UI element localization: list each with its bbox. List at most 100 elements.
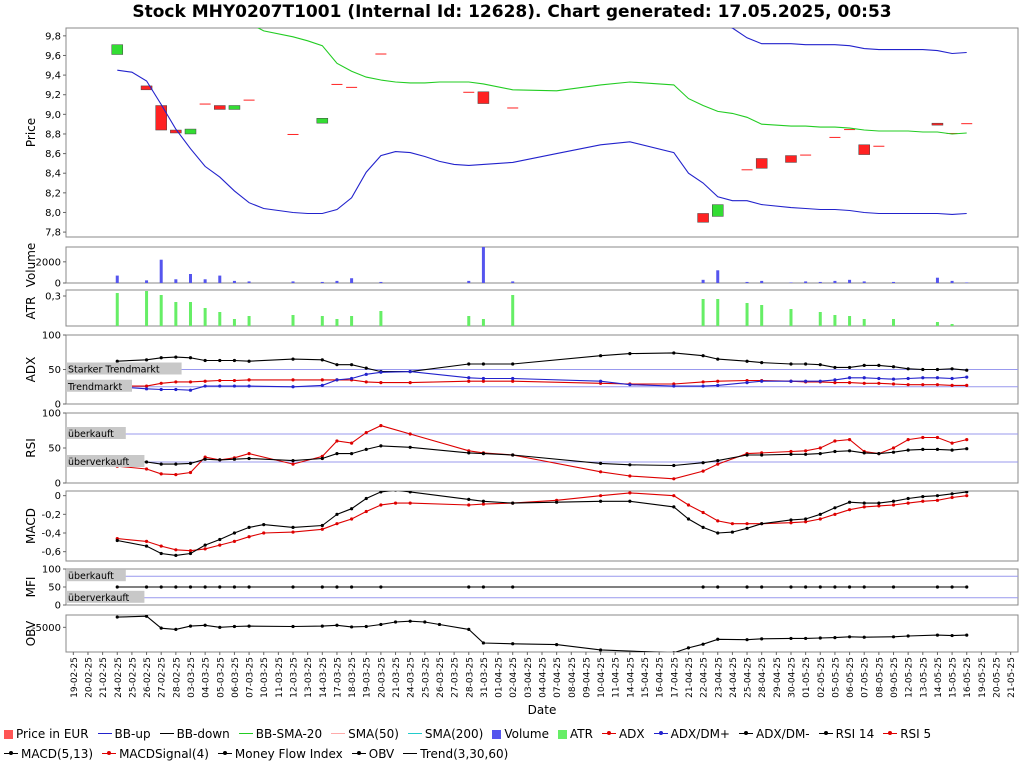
- x-tick-label: 13-03-25: [304, 657, 314, 698]
- bar-atr: [379, 311, 383, 326]
- x-tick-label: 14-03-25: [319, 657, 329, 698]
- legend-label: BB-SMA-20: [255, 727, 323, 741]
- series-point-adx-dm: [247, 359, 251, 363]
- series-point-macdsignal-4: [291, 530, 295, 534]
- bar-volume: [218, 275, 222, 283]
- series-point-macd-5-13: [188, 551, 193, 556]
- series-point-adx-dm: [203, 384, 207, 388]
- bar-volume: [760, 280, 764, 283]
- series-point-rsi-14: [379, 444, 383, 448]
- series-point-macdsignal-4: [672, 494, 676, 498]
- series-point-rsi-14: [218, 458, 222, 462]
- series-point-macdsignal-4: [262, 531, 266, 535]
- legend-label: RSI 14: [835, 727, 875, 741]
- bar-atr: [174, 302, 178, 326]
- bar-atr: [716, 299, 720, 326]
- series-line-bb-down: [730, 28, 967, 55]
- series-point-money-flow-index: [481, 585, 486, 589]
- legend-swatch: [407, 729, 422, 739]
- series-point-money-flow-index: [804, 585, 808, 589]
- bar-volume: [789, 282, 793, 283]
- series-point-adx: [467, 379, 471, 383]
- bar-volume: [115, 275, 119, 283]
- series-point-macd-5-13: [203, 543, 207, 547]
- series-point-obv: [686, 646, 691, 650]
- series-point-adx: [891, 382, 896, 386]
- series-point-money-flow-index: [174, 585, 178, 589]
- plot-area-mfi: [66, 575, 1018, 599]
- legend-swatch: [217, 749, 232, 759]
- series-point-rsi-14: [144, 460, 149, 464]
- x-tick-label: 16-04-25: [656, 657, 666, 698]
- plot-area-obv: [115, 615, 969, 652]
- series-point-money-flow-index: [467, 585, 471, 589]
- series-point-macd-5-13: [906, 496, 910, 501]
- x-axis-label: Date: [528, 703, 557, 717]
- series-point-rsi-14: [628, 463, 632, 467]
- y-axis-label-macd: MACD: [24, 508, 38, 544]
- legend-swatch: [403, 749, 418, 759]
- series-point-macdsignal-4: [804, 520, 808, 524]
- y-axis-label-price: Price: [24, 118, 38, 147]
- series-point-macd-5-13: [394, 491, 397, 492]
- series-point-macdsignal-4: [232, 539, 237, 544]
- series-point-adx-dm: [833, 378, 837, 382]
- series-point-macd-5-13: [144, 544, 149, 548]
- series-point-macdsignal-4: [935, 498, 940, 502]
- series-point-macd-5-13: [789, 518, 793, 522]
- bar-volume: [745, 281, 749, 283]
- y-tick-label-price: 7,8: [45, 228, 61, 239]
- series-point-money-flow-index: [159, 585, 163, 589]
- series-point-rsi-5: [144, 467, 149, 471]
- series-point-obv: [203, 623, 207, 627]
- bar-atr: [145, 291, 149, 326]
- series-point-obv: [393, 620, 398, 624]
- y-tick-label-adx: 50: [48, 365, 61, 376]
- series-point-macd-5-13: [877, 501, 881, 505]
- series-point-macd-5-13: [511, 501, 515, 505]
- series-point-adx-dm: [467, 376, 471, 380]
- series-point-adx-dm: [467, 362, 471, 366]
- x-tick-label: 05-05-25: [831, 657, 841, 698]
- series-point-money-flow-index: [350, 585, 354, 589]
- legend-item-bb-sma-20: BB-SMA-20: [238, 724, 323, 744]
- x-tick-label: 06-03-25: [231, 657, 241, 698]
- series-point-money-flow-index: [818, 585, 822, 589]
- series-point-money-flow-index: [144, 585, 149, 589]
- series-point-adx-dm: [935, 376, 940, 380]
- series-point-adx-dm: [144, 358, 149, 362]
- y-tick-label-price: 8,2: [45, 188, 61, 199]
- series-point-rsi-14: [760, 453, 764, 457]
- y-tick-label-macd: -0,6: [41, 547, 61, 558]
- price-candle: [712, 204, 724, 217]
- series-point-macdsignal-4: [891, 503, 896, 507]
- series-point-money-flow-index: [701, 585, 705, 589]
- chart-legend: Price in EUR BB-up BB-down BB-SMA-20 SMA(50)…: [4, 724, 1020, 764]
- series-point-obv: [760, 637, 764, 641]
- series-point-adx-dm: [804, 379, 808, 383]
- series-point-macdsignal-4: [335, 522, 339, 526]
- series-point-adx: [232, 378, 237, 383]
- bar-volume: [247, 281, 251, 283]
- series-point-macdsignal-4: [350, 517, 354, 521]
- series-point-obv: [291, 624, 295, 629]
- series-point-money-flow-index: [950, 585, 954, 589]
- reference-label: Trendmarkt: [67, 382, 122, 393]
- series-point-rsi-14: [862, 451, 866, 455]
- series-point-money-flow-index: [789, 585, 793, 589]
- x-tick-label: 02-04-25: [509, 657, 519, 698]
- series-point-money-flow-index: [247, 585, 251, 589]
- series-point-adx-dm: [716, 383, 720, 387]
- series-point-macd-5-13: [481, 499, 486, 503]
- x-tick-label: 30-04-25: [787, 657, 797, 698]
- series-point-macd-5-13: [555, 500, 559, 504]
- series-point-obv: [115, 615, 119, 619]
- series-point-adx: [716, 379, 720, 383]
- series-point-money-flow-index: [935, 585, 940, 589]
- series-point-macd-5-13: [760, 522, 764, 526]
- x-tick-label: 25-03-25: [421, 657, 431, 698]
- x-tick-label: 04-04-25: [539, 657, 549, 698]
- series-point-rsi-14: [203, 457, 207, 461]
- x-tick-label: 24-04-25: [729, 657, 739, 698]
- reference-label: überverkauft: [68, 593, 130, 604]
